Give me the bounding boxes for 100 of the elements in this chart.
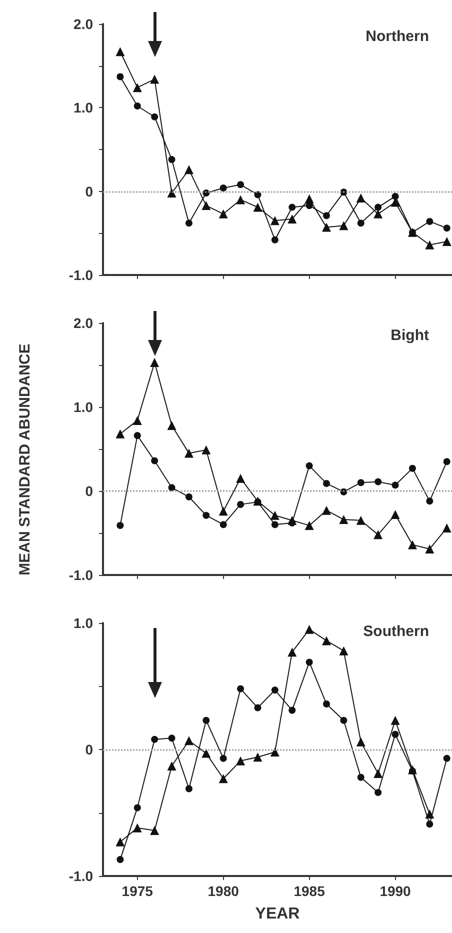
point xyxy=(357,479,364,486)
point xyxy=(426,820,434,828)
point xyxy=(168,484,176,492)
point xyxy=(167,420,176,430)
point xyxy=(306,658,313,666)
point xyxy=(390,716,400,725)
point xyxy=(220,521,227,528)
y-tick-label: 0 xyxy=(85,742,94,758)
point xyxy=(253,752,262,762)
point xyxy=(134,804,141,812)
point xyxy=(116,73,124,80)
point xyxy=(184,165,194,174)
point xyxy=(151,113,158,120)
point xyxy=(357,220,364,227)
point xyxy=(116,837,125,846)
point xyxy=(322,506,331,515)
point xyxy=(323,212,330,220)
point xyxy=(322,222,331,232)
point xyxy=(374,789,382,796)
point xyxy=(425,240,434,250)
y-tick-label: 1.0 xyxy=(74,100,94,116)
point xyxy=(116,429,125,438)
point xyxy=(374,478,382,486)
point xyxy=(253,202,262,212)
point xyxy=(288,204,296,211)
point xyxy=(270,216,280,226)
y-tick-label: 1.0 xyxy=(74,615,94,631)
point xyxy=(132,823,142,832)
chart-title: Northern xyxy=(366,28,430,45)
y-tick-label: -1.0 xyxy=(68,567,94,583)
point xyxy=(116,47,125,56)
point xyxy=(392,192,399,200)
point xyxy=(270,748,280,757)
point xyxy=(202,445,211,454)
point xyxy=(374,769,383,778)
point xyxy=(304,624,314,634)
point xyxy=(132,416,142,425)
point xyxy=(184,736,194,746)
point xyxy=(270,510,280,520)
point xyxy=(271,686,278,694)
point xyxy=(323,700,330,708)
point xyxy=(167,761,176,770)
point xyxy=(220,754,227,762)
point xyxy=(408,540,417,550)
point xyxy=(390,510,400,520)
point xyxy=(426,218,434,225)
point xyxy=(202,716,210,724)
point xyxy=(426,498,434,505)
point xyxy=(304,520,314,530)
point xyxy=(288,516,297,525)
point xyxy=(116,856,124,864)
x-tick-label: 1980 xyxy=(208,883,240,899)
point xyxy=(271,236,278,244)
point xyxy=(356,194,366,203)
point xyxy=(202,512,210,519)
point xyxy=(237,685,244,692)
point xyxy=(150,74,160,84)
point xyxy=(443,458,450,466)
point xyxy=(392,482,399,489)
point xyxy=(306,462,313,470)
point xyxy=(202,748,211,758)
chart-title: Bight xyxy=(390,327,430,344)
y-tick-label: 2.0 xyxy=(74,315,94,331)
point xyxy=(357,774,364,781)
point xyxy=(254,704,262,712)
point xyxy=(339,646,348,656)
point xyxy=(218,209,228,218)
point xyxy=(185,785,192,792)
point xyxy=(425,810,434,819)
chart-title: Southern xyxy=(363,623,430,640)
point xyxy=(236,474,246,483)
y-tick-label: 0 xyxy=(85,183,94,200)
point xyxy=(322,636,331,646)
point xyxy=(339,221,348,230)
point xyxy=(408,464,416,472)
y-axis-title: MEAN STANDARD ABUNDANCE xyxy=(16,343,33,575)
point xyxy=(134,432,141,440)
point xyxy=(374,204,382,211)
point xyxy=(132,83,142,92)
point xyxy=(425,544,434,554)
point xyxy=(356,737,366,746)
point xyxy=(185,493,192,500)
point xyxy=(442,523,452,532)
point xyxy=(218,506,228,516)
point xyxy=(374,530,383,540)
point xyxy=(323,480,330,487)
x-tick-label: 1990 xyxy=(380,883,412,899)
point xyxy=(151,457,158,464)
point xyxy=(288,648,297,657)
point xyxy=(236,756,246,766)
point xyxy=(442,237,452,246)
y-tick-label: 2.0 xyxy=(74,16,94,32)
point xyxy=(356,516,366,525)
point xyxy=(443,224,450,232)
x-tick-label: 1975 xyxy=(122,883,154,899)
point xyxy=(271,521,278,528)
y-tick-label: -1.0 xyxy=(68,267,94,283)
point xyxy=(443,754,450,762)
point xyxy=(218,774,228,784)
point xyxy=(202,201,211,210)
